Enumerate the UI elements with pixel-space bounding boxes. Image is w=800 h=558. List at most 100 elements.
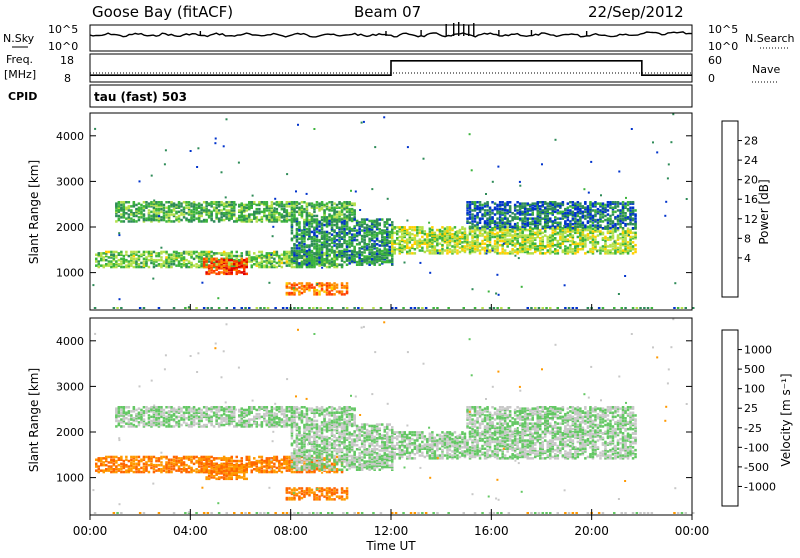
echo-cell [634, 220, 637, 223]
echo-cell [168, 205, 171, 208]
scatter-cell [306, 193, 308, 195]
echo-cell [261, 211, 264, 214]
echo-cell [501, 251, 504, 254]
echo-cell [416, 226, 419, 229]
echo-cell [341, 257, 344, 260]
echo-cell [584, 207, 587, 210]
echo-cell [459, 247, 462, 250]
echo-cell [188, 260, 191, 263]
ground-cell [327, 307, 330, 309]
echo-cell [140, 211, 143, 214]
echo-cell [348, 227, 351, 230]
echo-cell [333, 285, 336, 288]
echo-cell [238, 266, 241, 269]
freq-label-2: [MHz] [4, 68, 36, 81]
ground-cell [342, 307, 345, 309]
echo-cell [376, 243, 379, 246]
echo-cell [604, 207, 607, 210]
echo-cell [547, 244, 550, 247]
ground-cell [636, 307, 639, 309]
echo-cell [180, 417, 183, 420]
echo-cell [612, 230, 615, 233]
echo-cell [246, 204, 249, 207]
echo-cell [479, 249, 482, 252]
scatter-cell [383, 116, 385, 118]
echo-cell [338, 211, 341, 214]
echo-cell [394, 240, 397, 243]
echo-cell [321, 231, 324, 234]
echo-cell [627, 216, 630, 219]
echo-cell [333, 235, 336, 238]
range-tick-label: 3000 [56, 175, 84, 188]
echo-cell [291, 284, 294, 287]
echo-cell [542, 232, 545, 235]
echo-cell [208, 202, 211, 205]
echo-cell [210, 406, 213, 409]
echo-cell [148, 251, 151, 254]
echo-cell [193, 410, 196, 413]
echo-cell [286, 282, 289, 285]
echo-cell [200, 409, 203, 412]
echo-cell [158, 208, 161, 211]
echo-cell [539, 201, 542, 204]
echo-cell [511, 252, 514, 255]
echo-cell [145, 201, 148, 204]
echo-cell [208, 273, 211, 276]
ground-cell [395, 307, 398, 309]
echo-cell [542, 252, 545, 255]
echo-cell [293, 266, 296, 269]
echo-cell [489, 207, 492, 210]
scatter-cell [419, 262, 421, 264]
echo-cell [306, 218, 309, 221]
echo-cell [353, 229, 356, 232]
echo-cell [301, 244, 304, 247]
ground-cell [184, 307, 187, 309]
echo-cell [145, 204, 148, 207]
echo-cell [160, 216, 163, 219]
echo-cell [436, 229, 439, 232]
echo-cell [617, 234, 620, 237]
echo-cell [509, 251, 512, 254]
echo-cell [368, 246, 371, 249]
echo-cell [612, 213, 615, 216]
echo-cell [429, 249, 432, 252]
echo-cell [306, 212, 309, 215]
echo-cell [386, 257, 389, 260]
echo-cell [336, 216, 339, 219]
echo-cell [459, 251, 462, 254]
ground-cell [508, 307, 511, 309]
echo-cell [150, 258, 153, 261]
echo-cell [409, 249, 412, 252]
echo-cell [471, 220, 474, 223]
echo-cell [584, 252, 587, 255]
echo-cell [617, 243, 620, 246]
echo-cell [612, 220, 615, 223]
echo-cell [173, 208, 176, 211]
echo-cell [599, 209, 602, 212]
echo-cell [311, 250, 314, 253]
echo-cell [358, 247, 361, 250]
echo-cell [346, 282, 349, 285]
echo-cell [599, 213, 602, 216]
echo-cell [311, 213, 314, 216]
echo-cell [607, 237, 610, 240]
echo-cell [389, 231, 392, 234]
echo-cell [311, 218, 314, 221]
echo-cell [494, 240, 497, 243]
echo-cell [103, 264, 106, 267]
echo-cell [220, 421, 223, 424]
echo-cell [479, 252, 482, 255]
echo-cell [291, 266, 294, 269]
echo-cell [128, 414, 131, 417]
echo-cell [411, 244, 414, 247]
echo-cell [584, 215, 587, 218]
echo-cell [609, 207, 612, 210]
echo-cell [373, 233, 376, 236]
echo-cell [439, 233, 442, 236]
echo-cell [632, 223, 635, 226]
echo-cell [241, 202, 244, 205]
echo-cell [123, 201, 126, 204]
echo-cell [271, 213, 274, 216]
echo-cell [135, 220, 138, 223]
echo-cell [449, 237, 452, 240]
